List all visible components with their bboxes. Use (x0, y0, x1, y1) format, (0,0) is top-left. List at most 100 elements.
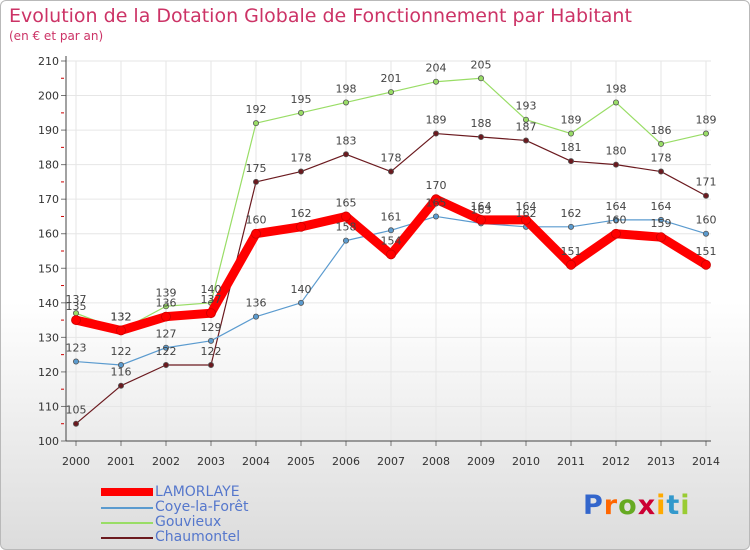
data-point-coye-la-for-t (297, 299, 304, 306)
x-tick-label: 2006 (332, 455, 360, 468)
data-label-coye-la-for-t: 165 (426, 196, 447, 209)
legend-item-gouvieux: Gouvieux (101, 514, 361, 530)
data-label-lamorlaye: 162 (291, 207, 312, 220)
proxiti-logo: Proxiti (583, 490, 691, 521)
data-label-chaumontel: 188 (471, 117, 492, 130)
data-point-lamorlaye (656, 232, 666, 243)
data-point-lamorlaye (701, 259, 711, 270)
data-point-gouvieux (477, 75, 484, 82)
x-tick-label: 2007 (377, 455, 405, 468)
legend-label: Coye-la-Forêt (155, 499, 249, 515)
data-label-chaumontel: 183 (336, 134, 357, 147)
data-point-lamorlaye (206, 308, 216, 319)
data-point-lamorlaye (251, 228, 261, 239)
data-label-lamorlaye: 164 (516, 200, 537, 213)
data-point-gouvieux (523, 116, 530, 123)
data-point-gouvieux (252, 120, 259, 127)
logo-letter: x (637, 490, 657, 521)
logo-letter: i (680, 490, 691, 521)
data-label-lamorlaye: 151 (561, 245, 582, 258)
data-point-chaumontel (387, 168, 394, 175)
x-tick-label: 2001 (107, 455, 135, 468)
data-label-coye-la-for-t: 164 (651, 200, 672, 213)
data-point-chaumontel (523, 137, 530, 144)
axes: 100 110 120 130 140 150 160 170 180 190 200 210 2000… (38, 55, 720, 468)
data-point-chaumontel (658, 168, 665, 175)
legend-swatch-gouvieux (101, 522, 153, 524)
data-point-gouvieux (703, 130, 710, 137)
y-tick-label: 100 (38, 435, 59, 448)
data-label-coye-la-for-t: 160 (696, 214, 717, 227)
data-label-gouvieux: 189 (696, 114, 717, 127)
data-point-lamorlaye (521, 215, 531, 225)
data-point-coye-la-for-t (568, 223, 575, 230)
data-point-chaumontel (207, 361, 214, 368)
y-tick-label: 180 (38, 159, 59, 172)
data-label-chaumontel: 180 (606, 145, 627, 158)
y-tick-label: 140 (38, 297, 59, 310)
data-label-lamorlaye: 151 (696, 245, 717, 258)
x-tick-label: 2011 (557, 455, 585, 468)
data-label-lamorlaye: 137 (201, 293, 222, 306)
legend-item-chaumontel: Chaumontel (101, 529, 361, 545)
data-point-gouvieux (613, 99, 620, 106)
data-label-chaumontel: 181 (561, 141, 582, 154)
data-label-chaumontel: 187 (516, 120, 537, 133)
legend-item-lamorlaye: LAMORLAYE (101, 484, 361, 500)
data-label-coye-la-for-t: 136 (246, 297, 267, 310)
data-label-gouvieux: 198 (606, 82, 627, 95)
data-label-lamorlaye: 160 (606, 214, 627, 227)
logo-letter: P (583, 490, 604, 521)
data-label-chaumontel: 171 (696, 176, 717, 189)
data-label-lamorlaye: 164 (471, 200, 492, 213)
data-label-lamorlaye: 165 (336, 196, 357, 209)
data-point-chaumontel (477, 133, 484, 140)
data-labels: 105 116 122 122 175 178 183 178 189 188 187 181 180 1… (66, 58, 717, 416)
data-point-chaumontel (342, 151, 349, 158)
series (71, 75, 711, 427)
data-label-gouvieux: 189 (561, 114, 582, 127)
data-label-gouvieux: 186 (651, 124, 672, 137)
data-point-coye-la-for-t (432, 213, 439, 220)
legend-label: Chaumontel (155, 529, 241, 545)
data-label-lamorlaye: 132 (111, 310, 132, 323)
data-label-lamorlaye: 135 (66, 300, 87, 313)
data-point-chaumontel (118, 382, 125, 389)
data-point-gouvieux (432, 78, 439, 85)
data-label-chaumontel: 189 (426, 114, 447, 127)
data-label-chaumontel: 122 (201, 345, 222, 358)
data-point-coye-la-for-t (252, 313, 259, 320)
x-tick-label: 2000 (62, 455, 90, 468)
legend-label: Gouvieux (155, 514, 222, 530)
data-label-coye-la-for-t: 164 (606, 200, 627, 213)
data-label-chaumontel: 122 (156, 345, 177, 358)
data-point-gouvieux (162, 303, 169, 310)
legend-label: LAMORLAYE (155, 484, 240, 500)
data-point-lamorlaye (71, 315, 81, 325)
data-label-lamorlaye: 159 (651, 217, 672, 230)
data-point-coye-la-for-t (207, 337, 214, 344)
data-label-lamorlaye: 170 (426, 179, 447, 192)
y-tick-label: 210 (38, 55, 59, 68)
data-point-lamorlaye (566, 259, 576, 270)
data-label-chaumontel: 178 (291, 152, 312, 165)
data-point-coye-la-for-t (387, 227, 394, 234)
x-tick-label: 2003 (197, 455, 225, 468)
data-label-chaumontel: 175 (246, 162, 267, 175)
data-point-chaumontel (568, 158, 575, 165)
data-label-gouvieux: 139 (156, 286, 177, 299)
data-point-coye-la-for-t (73, 358, 80, 365)
y-tick-label: 190 (38, 124, 59, 137)
data-label-gouvieux: 205 (471, 58, 492, 71)
data-point-lamorlaye (161, 311, 171, 322)
data-label-coye-la-for-t: 129 (201, 321, 222, 334)
legend-swatch-coye-la-foret (101, 507, 153, 509)
data-label-gouvieux: 193 (516, 100, 537, 113)
logo-letter: t (666, 490, 681, 521)
data-label-coye-la-for-t: 162 (516, 207, 537, 220)
data-point-gouvieux (658, 140, 665, 147)
data-label-gouvieux: 201 (381, 72, 402, 85)
data-label-gouvieux: 198 (336, 82, 357, 95)
data-point-chaumontel (432, 130, 439, 137)
data-label-chaumontel: 178 (381, 152, 402, 165)
